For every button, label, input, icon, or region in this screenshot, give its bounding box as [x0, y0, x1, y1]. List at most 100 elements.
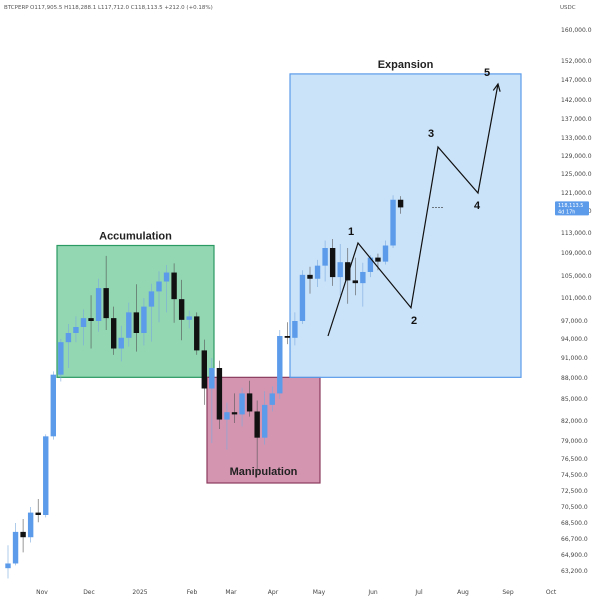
candle-body	[141, 306, 147, 333]
waves-layer: 1 2 3 4 5	[327, 67, 501, 337]
candle	[307, 266, 313, 294]
y-tick-label: 91,000.0	[561, 355, 588, 362]
candle-body	[50, 374, 56, 437]
y-tick-label: 76,500.0	[561, 456, 588, 463]
candle	[246, 380, 253, 417]
candle-body	[126, 312, 132, 338]
x-tick-label: Apr	[268, 589, 279, 596]
candle-body	[322, 248, 328, 266]
x-tick-label: Aug	[457, 589, 469, 596]
candle	[254, 400, 260, 475]
candle	[239, 387, 245, 427]
candle	[65, 324, 72, 368]
candle-body	[254, 411, 260, 438]
candle	[231, 393, 238, 423]
candle	[35, 499, 41, 523]
candle-body	[103, 288, 109, 319]
candle	[224, 402, 230, 450]
wave-label-1: 1	[348, 226, 354, 238]
x-tick-label: Dec	[83, 589, 95, 596]
candle	[277, 330, 283, 399]
candle	[12, 523, 19, 566]
candle	[352, 257, 358, 296]
y-tick-label: 109,000.0	[561, 250, 592, 257]
candle	[201, 339, 207, 405]
y-tick-label: 85,000.0	[561, 396, 588, 403]
accumulation-zone	[56, 244, 215, 378]
y-tick-label: 94,000.0	[561, 336, 588, 343]
last-price-badge-bg	[555, 201, 589, 216]
candle-body	[73, 327, 79, 333]
candle-body	[171, 272, 177, 300]
candle-body	[148, 291, 155, 307]
currency-label: USDC	[560, 5, 576, 11]
manipulation-zone	[206, 376, 321, 484]
candle-body	[178, 299, 185, 320]
candle-body	[231, 412, 238, 415]
y-tick-label: 113,000.0	[561, 230, 592, 237]
candle	[95, 278, 102, 332]
candle-body	[337, 262, 343, 278]
y-tick-label: 101,000.0	[561, 295, 592, 302]
candle-body	[201, 350, 207, 389]
candle-body	[307, 274, 313, 279]
candle-body	[43, 436, 49, 515]
candle	[194, 312, 200, 355]
y-tick-label: 160,000.0	[561, 27, 592, 34]
candle	[292, 312, 298, 346]
candle-body	[111, 318, 117, 349]
candle-body	[390, 199, 396, 246]
x-tick-label: May	[313, 589, 326, 596]
candle-body	[367, 257, 374, 272]
zones-layer: Accumulation Manipulation Expansion	[56, 59, 522, 484]
candle-body	[329, 248, 336, 278]
x-tick-label: Feb	[187, 589, 198, 596]
y-tick-label: 64,900.0	[561, 552, 588, 559]
candle	[50, 371, 56, 440]
y-tick-label: 70,500.0	[561, 504, 588, 511]
candle-body	[27, 512, 34, 538]
candle	[216, 360, 223, 429]
candle-body	[194, 316, 200, 351]
candle	[126, 302, 132, 347]
x-tick-label: Mar	[225, 589, 237, 596]
y-tick-label: 137,000.0	[561, 116, 592, 123]
candle	[148, 283, 155, 342]
candle-body	[35, 512, 41, 515]
y-tick-label: 129,000.0	[561, 153, 592, 160]
y-tick-label: 66,700.0	[561, 536, 588, 543]
candle	[390, 195, 396, 248]
y-tick-label: 82,000.0	[561, 418, 588, 425]
candle-body	[88, 318, 94, 321]
candle-body	[277, 336, 283, 394]
candle-body	[95, 288, 102, 321]
candle-body	[216, 368, 223, 420]
candle-body	[292, 321, 298, 338]
y-tick-label: 88,000.0	[561, 375, 588, 382]
x-tick-label: Nov	[36, 589, 48, 596]
expansion-zone	[289, 73, 522, 378]
candle	[284, 322, 291, 345]
x-axis: Nov Dec 2025 Feb Mar Apr May Jun Jul Aug Sep Oct	[36, 589, 557, 596]
candle	[43, 434, 49, 518]
candle-body	[12, 531, 19, 564]
candle	[118, 325, 124, 362]
y-tick-label: 142,000.0	[561, 97, 592, 104]
candle-body	[156, 281, 162, 292]
candle-body	[239, 393, 245, 415]
candle	[27, 507, 34, 543]
y-tick-label: 125,000.0	[561, 171, 592, 178]
candle	[178, 279, 185, 341]
expansion-zone-label: Expansion	[378, 59, 434, 71]
candle-body	[314, 265, 321, 279]
candle-body	[163, 272, 170, 282]
wave-path	[327, 83, 499, 337]
accumulation-zone-label: Accumulation	[99, 231, 172, 243]
candle	[397, 196, 404, 214]
candle	[360, 262, 366, 307]
wave-arrowhead	[492, 82, 501, 92]
y-tick-label: 121,000.0	[561, 190, 592, 197]
candle-body	[345, 262, 351, 281]
candle-body	[262, 404, 268, 438]
